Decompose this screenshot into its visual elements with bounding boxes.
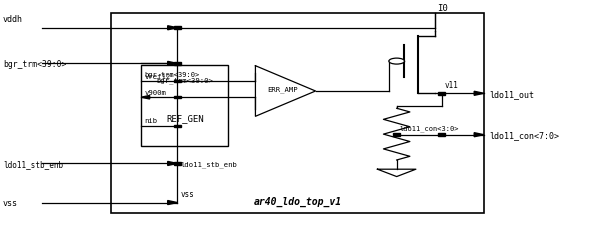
Text: bgr_trm<39:0>: bgr_trm<39:0> (144, 71, 200, 78)
Bar (174, 80, 181, 83)
Text: bgr_trm<39:0>: bgr_trm<39:0> (156, 76, 213, 83)
Polygon shape (168, 162, 177, 166)
Text: ldo11_con<7:0>: ldo11_con<7:0> (490, 131, 560, 140)
Bar (174, 125, 181, 128)
Polygon shape (141, 96, 150, 100)
Text: vss: vss (3, 198, 18, 207)
Bar (439, 134, 445, 136)
Text: vref12: vref12 (144, 73, 171, 79)
Bar (141, 65, 228, 147)
Text: vss: vss (180, 189, 194, 198)
Text: ldo11_con<3:0>: ldo11_con<3:0> (400, 125, 459, 132)
Text: REF_GEN: REF_GEN (166, 114, 204, 123)
Polygon shape (168, 201, 177, 205)
Text: ldo11_stb_enb: ldo11_stb_enb (180, 161, 237, 167)
Text: ERR_AMP: ERR_AMP (267, 86, 297, 93)
Text: v900m: v900m (144, 90, 166, 95)
Text: ldo11_out: ldo11_out (490, 89, 535, 98)
Polygon shape (168, 62, 177, 66)
Bar (394, 134, 400, 136)
Text: ldo11_stb_enb: ldo11_stb_enb (3, 159, 63, 168)
Text: vddh: vddh (3, 15, 23, 24)
Bar (174, 97, 181, 99)
Circle shape (389, 59, 404, 65)
Polygon shape (474, 133, 484, 137)
Text: ar40_ldo_top_v1: ar40_ldo_top_v1 (254, 196, 341, 206)
Text: I0: I0 (438, 3, 448, 13)
Text: bgr_trm<39:0>: bgr_trm<39:0> (3, 60, 66, 69)
Text: v11: v11 (445, 80, 459, 89)
Polygon shape (168, 27, 177, 31)
Bar (174, 63, 181, 65)
Bar (174, 27, 181, 30)
Bar (174, 163, 181, 165)
Bar (439, 93, 445, 95)
Text: nib: nib (144, 118, 157, 124)
Polygon shape (474, 92, 484, 96)
Bar (111, 14, 484, 213)
